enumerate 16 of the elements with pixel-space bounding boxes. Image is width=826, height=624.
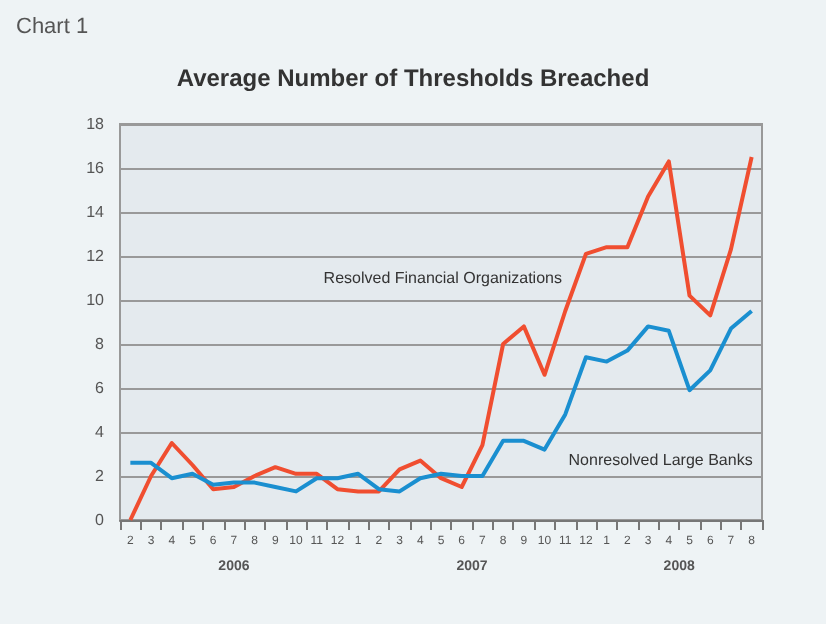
caption: Chart 1 [16,15,89,39]
series-label: Resolved Financial Organizations [323,268,562,287]
chart-title: Average Number of Thresholds Breached [176,64,650,92]
y-tick-label: 2 [95,467,106,485]
series-label: Nonresolved Large Banks [568,450,753,469]
y-tick-label: 4 [95,423,106,441]
y-tick-label: 16 [86,159,106,177]
y-tick-label: 10 [86,291,106,309]
line-series [128,155,754,522]
y-tick-label: 6 [95,379,106,397]
y-tick-label: 18 [86,115,106,133]
y-tick-label: 8 [95,335,106,353]
y-tick-label: 14 [86,203,106,221]
line-series [128,309,754,494]
y-tick-label: 0 [95,511,106,529]
y-tick-label: 12 [86,247,106,265]
